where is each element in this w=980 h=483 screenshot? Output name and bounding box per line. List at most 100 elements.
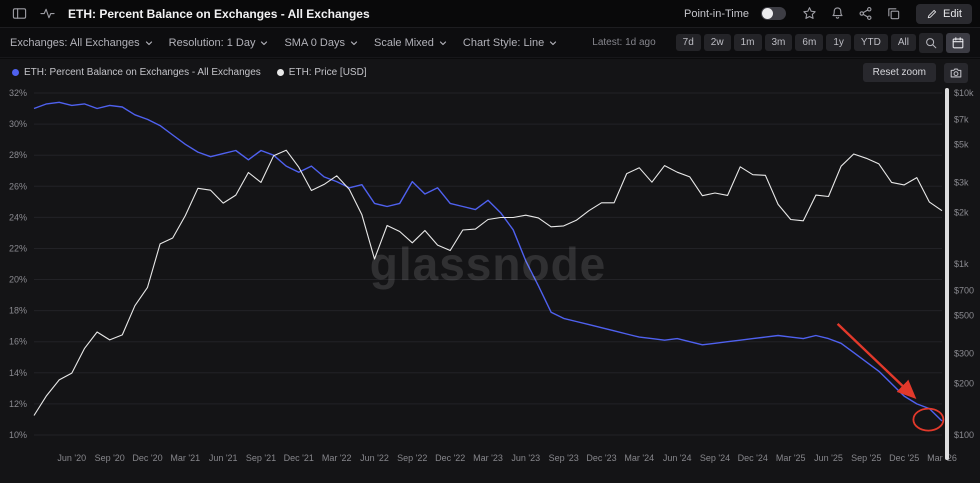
legend-row: ETH: Percent Balance on Exchanges - All … — [0, 59, 980, 86]
screenshot-button[interactable] — [944, 62, 968, 83]
percent-balance-line — [33, 101, 943, 422]
range-button-1m[interactable]: 1m — [733, 34, 762, 51]
range-selector: 7d 2w 1m 3m 6m 1y YTD All — [675, 32, 970, 53]
top-bar: ETH: Percent Balance on Exchanges - All … — [0, 0, 980, 28]
left-axis-tick: 20% — [9, 275, 27, 285]
pencil-icon — [927, 9, 937, 18]
x-axis-tick: Jun '21 — [209, 453, 238, 463]
range-button-3m[interactable]: 3m — [764, 34, 793, 51]
chevron-down-icon — [350, 40, 358, 45]
scale-dropdown-label: Scale Mixed — [374, 36, 434, 49]
x-axis-tick: Mar '21 — [170, 453, 200, 463]
x-axis-tick: Sep '25 — [851, 453, 881, 463]
chart-canvas[interactable]: 32% 30% 28% 26% 24% 22% 20% 18% 16% 14% 12% 10% $10k… — [0, 86, 980, 483]
left-axis-tick: 18% — [9, 306, 27, 316]
reset-zoom-button[interactable]: Reset zoom — [862, 63, 936, 82]
left-axis-tick: 16% — [9, 337, 27, 347]
series-color-dot-blue — [12, 69, 19, 76]
page-title: ETH: Percent Balance on Exchanges - All … — [68, 6, 370, 21]
left-axis-tick: 14% — [9, 368, 27, 378]
pulse-icon — [39, 8, 55, 19]
sma-dropdown-label: SMA 0 Days — [284, 36, 345, 49]
range-button-ytd[interactable]: YTD — [853, 34, 888, 51]
chevron-down-icon — [145, 40, 152, 45]
zoom-range-button[interactable] — [919, 32, 943, 53]
edit-button-label: Edit — [943, 7, 962, 20]
exchanges-dropdown-label: Exchanges: All Exchanges — [10, 36, 140, 49]
right-axis-tick: $3k — [954, 177, 969, 187]
latest-label: Latest: 1d ago — [592, 37, 656, 48]
right-axis-tick: $100 — [954, 430, 974, 440]
chevron-down-icon — [261, 40, 268, 45]
copy-icon — [887, 8, 899, 20]
alerts-button[interactable] — [826, 4, 848, 24]
resolution-dropdown[interactable]: Resolution: 1 Day — [169, 37, 269, 49]
range-button-6m[interactable]: 6m — [795, 34, 824, 51]
share-icon — [859, 7, 872, 20]
chevron-down-icon — [550, 40, 557, 45]
x-axis-tick: Mar '23 — [473, 453, 503, 463]
legend-label-price: ETH: Price [USD] — [288, 67, 367, 78]
x-axis-tick: Sep '21 — [246, 453, 276, 463]
x-axis-tick: Sep '20 — [95, 453, 125, 463]
legend-item-percent-balance[interactable]: ETH: Percent Balance on Exchanges - All … — [12, 67, 261, 78]
legend-item-price[interactable]: ETH: Price [USD] — [276, 67, 367, 78]
date-picker-button[interactable] — [946, 32, 970, 53]
x-axis-tick: Sep '24 — [700, 453, 730, 463]
point-in-time-toggle[interactable] — [761, 7, 787, 20]
left-axis-tick: 28% — [9, 150, 27, 160]
edit-button[interactable]: Edit — [916, 3, 972, 24]
left-axis-tick: 30% — [9, 119, 27, 129]
right-axis-tick: $200 — [954, 379, 974, 389]
point-in-time-label: Point-in-Time — [684, 7, 750, 20]
trend-arrow-annotation — [836, 323, 917, 400]
x-axis-tick: Dec '23 — [586, 453, 616, 463]
x-axis-tick: Mar '22 — [322, 453, 352, 463]
range-button-2w[interactable]: 2w — [703, 34, 731, 51]
scale-dropdown[interactable]: Scale Mixed — [374, 37, 447, 49]
x-axis-tick: Dec '24 — [738, 453, 768, 463]
chart-region: ETH: Percent Balance on Exchanges - All … — [0, 59, 980, 483]
star-icon — [802, 7, 816, 19]
range-button-all[interactable]: All — [890, 34, 916, 51]
chart-style-dropdown-label: Chart Style: Line — [462, 36, 545, 49]
metric-pulse-button[interactable] — [36, 4, 58, 24]
right-axis-tick: $2k — [954, 208, 969, 218]
right-axis-tick: $5k — [954, 140, 969, 150]
chevron-down-icon — [439, 40, 447, 45]
x-axis-tick: Jun '20 — [57, 453, 86, 463]
right-axis-tick: $500 — [954, 311, 974, 321]
chart-style-dropdown[interactable]: Chart Style: Line — [463, 37, 557, 49]
left-axis-tick: 24% — [9, 212, 27, 222]
x-axis-tick: Dec '25 — [889, 453, 919, 463]
resolution-dropdown-label: Resolution: 1 Day — [168, 36, 256, 49]
x-axis-tick: Mar '25 — [776, 453, 806, 463]
bell-icon — [831, 7, 843, 19]
x-axis-tick: Jun '23 — [511, 453, 540, 463]
duplicate-button[interactable] — [882, 4, 904, 24]
left-axis-tick: 32% — [9, 88, 27, 98]
plot-area: 32% 30% 28% 26% 24% 22% 20% 18% 16% 14% 12% 10% $10k… — [0, 86, 980, 483]
left-axis-tick: 26% — [9, 181, 27, 191]
x-axis-tick: Mar '24 — [624, 453, 654, 463]
highlight-ellipse-annotation — [912, 407, 945, 432]
x-axis-tick: Dec '20 — [132, 453, 162, 463]
series-color-dot-white — [276, 69, 284, 76]
price-line — [33, 149, 943, 416]
right-axis-tick: $700 — [954, 286, 974, 296]
range-button-1y[interactable]: 1y — [826, 34, 851, 51]
calendar-icon — [952, 36, 964, 48]
favorite-button[interactable] — [798, 4, 820, 24]
x-axis-tick: Dec '22 — [435, 453, 465, 463]
right-axis-tick: $7k — [954, 115, 969, 125]
range-button-7d[interactable]: 7d — [675, 34, 701, 51]
share-button[interactable] — [854, 4, 876, 24]
axis-scrollbar[interactable] — [945, 88, 949, 460]
toggle-knob — [762, 8, 774, 19]
sidebar-toggle-button[interactable] — [8, 4, 30, 24]
exchanges-dropdown[interactable]: Exchanges: All Exchanges — [10, 37, 153, 49]
sma-dropdown[interactable]: SMA 0 Days — [284, 37, 358, 49]
x-axis-tick: Dec '21 — [284, 453, 314, 463]
x-axis-tick: Jun '24 — [663, 453, 692, 463]
